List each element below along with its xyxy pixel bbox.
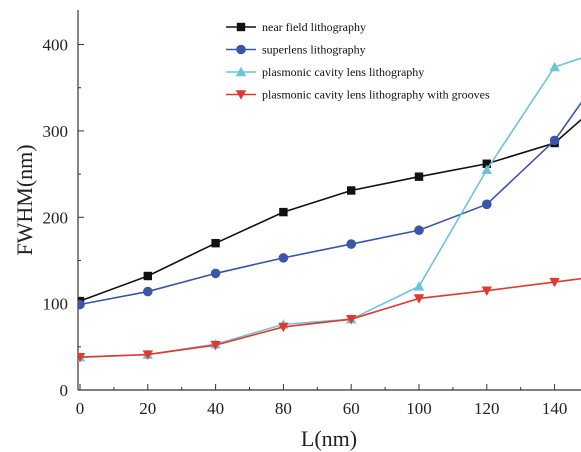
legend-marker xyxy=(236,44,246,55)
series-line xyxy=(79,118,581,302)
data-point xyxy=(278,253,289,263)
series-1 xyxy=(78,118,581,306)
data-point xyxy=(143,271,152,281)
data-point xyxy=(78,352,86,363)
data-point xyxy=(210,268,221,279)
data-point xyxy=(549,135,560,146)
tick-labels: 0 20 40 80 60 100 120 140 0 100 200 300 400 xyxy=(43,36,568,418)
data-point xyxy=(413,294,425,304)
data-point xyxy=(414,225,424,236)
legend-label: superlens lithography xyxy=(262,43,366,57)
data-point xyxy=(481,164,492,174)
y-tick-label: 100 xyxy=(43,295,69,314)
series-layer xyxy=(78,57,581,363)
legend-marker xyxy=(236,22,246,32)
y-tick-label: 0 xyxy=(60,381,69,400)
data-point xyxy=(482,199,492,210)
x-axis-label: L(nm) xyxy=(301,426,357,451)
series-line xyxy=(79,101,581,306)
x-tick-label: 120 xyxy=(474,399,500,418)
legend-item: plasmonic cavity lens lithography with g… xyxy=(226,88,490,102)
data-point xyxy=(78,299,85,310)
legend-label: plasmonic cavity lens lithography xyxy=(262,65,424,79)
x-tick-label: 80 xyxy=(275,399,292,418)
data-point xyxy=(481,286,492,296)
y-axis-label: FWHM(nm) xyxy=(12,144,37,255)
data-point xyxy=(279,207,288,217)
series-2 xyxy=(78,101,581,310)
data-point xyxy=(143,286,153,297)
data-point xyxy=(413,281,425,291)
y-tick-label: 200 xyxy=(43,208,69,227)
data-point xyxy=(142,350,153,360)
data-point xyxy=(346,239,357,249)
series-line xyxy=(79,277,581,358)
data-point xyxy=(211,238,220,248)
x-tick-label: 60 xyxy=(343,399,360,418)
y-tick-label: 300 xyxy=(43,122,69,141)
legend-item: plasmonic cavity lens lithography xyxy=(226,65,424,79)
legend: near field lithography superlens lithogra… xyxy=(226,20,490,102)
legend-label: plasmonic cavity lens lithography with g… xyxy=(262,88,490,102)
data-point xyxy=(549,61,560,72)
series-4 xyxy=(78,277,581,363)
data-point xyxy=(549,277,560,288)
legend-marker xyxy=(235,90,247,100)
data-point xyxy=(347,186,356,195)
data-point xyxy=(210,340,221,351)
axes xyxy=(77,10,581,391)
legend-item: near field lithography xyxy=(226,20,366,34)
data-point xyxy=(278,322,289,333)
x-tick-label: 40 xyxy=(207,399,224,418)
x-tick-label: 0 xyxy=(76,399,85,418)
data-point xyxy=(414,172,424,181)
x-tick-label: 140 xyxy=(542,399,568,418)
y-tick-label: 400 xyxy=(43,36,69,55)
x-tick-label: 20 xyxy=(139,399,156,418)
data-point xyxy=(482,159,491,168)
x-tick-label: 100 xyxy=(406,399,432,418)
data-point xyxy=(346,314,357,325)
legend-label: near field lithography xyxy=(262,20,366,34)
legend-item: superlens lithography xyxy=(226,43,366,57)
legend-marker xyxy=(235,66,247,77)
